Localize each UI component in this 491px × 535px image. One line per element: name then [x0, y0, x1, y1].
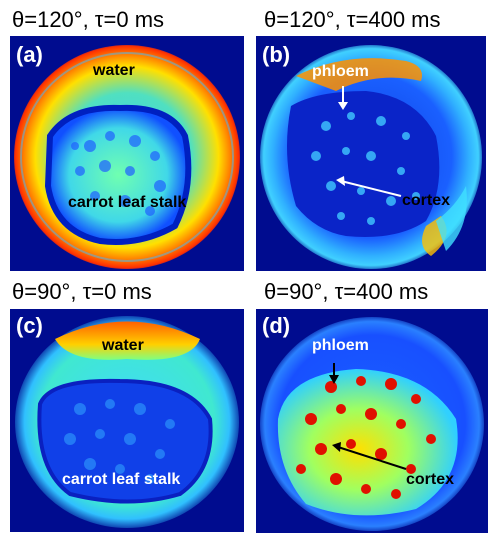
mri-image-c	[10, 309, 244, 532]
annotation-stalk-a: carrot leaf stalk	[68, 194, 187, 211]
panel-label-c: (c)	[16, 313, 43, 338]
mri-image-a	[10, 36, 244, 271]
annotation-water-c: water	[102, 337, 144, 354]
annotation-phloem-d: phloem	[312, 337, 369, 354]
title-panel-d: θ=90°, τ=400 ms	[264, 279, 429, 304]
title-panel-c: θ=90°, τ=0 ms	[12, 279, 152, 304]
annotation-stalk-c: carrot leaf stalk	[62, 471, 181, 488]
title-panel-b: θ=120°, τ=400 ms	[264, 7, 441, 32]
panel-label-b: (b)	[262, 42, 291, 67]
title-panel-a: θ=120°, τ=0 ms	[12, 7, 165, 32]
mri-image-b	[256, 36, 486, 271]
mri-image-d	[256, 309, 488, 533]
mri-panel-a: (a) water carrot leaf stalk	[10, 36, 244, 271]
annotation-cortex-b: cortex	[402, 192, 451, 209]
panel-label-d: (d)	[262, 313, 291, 338]
mri-panel-d: (d) phloem cortex	[256, 309, 488, 533]
annotation-cortex-d: cortex	[406, 471, 455, 488]
panel-label-a: (a)	[16, 42, 43, 67]
mri-panel-b: (b) phloem cortex	[256, 36, 486, 271]
annotation-phloem-b: phloem	[312, 63, 369, 80]
mri-panel-c: (c) water carrot leaf stalk	[10, 309, 244, 532]
annotation-water-a: water	[93, 62, 135, 79]
